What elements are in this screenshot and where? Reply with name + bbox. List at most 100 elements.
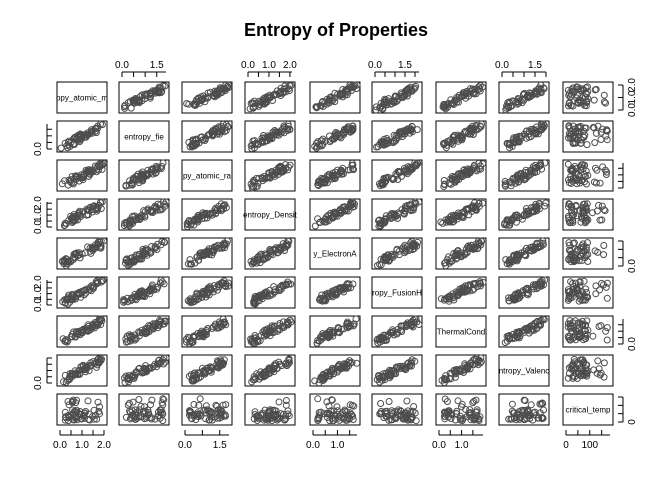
panel-entropy_Density-vs-entropy_Valence <box>498 198 550 231</box>
data-point <box>476 122 484 130</box>
diagonal-label: entropy_Densit <box>243 211 298 220</box>
left-tick-label: 2.0 <box>33 196 44 210</box>
panel-entropy_Density-vs-entropy_FusionHeat <box>371 198 423 231</box>
data-point <box>584 88 592 96</box>
data-point <box>204 131 212 139</box>
data-point <box>313 104 321 112</box>
data-point <box>602 99 609 107</box>
data-point <box>592 129 600 137</box>
panel-frame <box>56 81 108 114</box>
data-point <box>515 138 523 146</box>
data-point <box>465 90 473 97</box>
data-point <box>132 95 140 103</box>
data-point <box>191 136 199 144</box>
data-point <box>600 242 608 249</box>
panel-critical_temp-vs-entropy_Valence <box>498 393 550 426</box>
data-point <box>332 133 340 141</box>
data-point <box>149 87 157 95</box>
diagonal-label: critical_temp <box>566 406 611 415</box>
panel-entropy_fie-vs-entropy_ElectronAffinity <box>309 120 361 153</box>
data-point <box>158 162 166 170</box>
data-point <box>391 92 399 100</box>
panel-entropy_atomic_mass-vs-entropy_ElectronAffinity <box>309 81 361 114</box>
data-point <box>314 395 322 403</box>
panel-entropy_atomic_mass-vs-entropy_Density <box>244 81 296 114</box>
data-point <box>261 175 269 183</box>
data-point <box>592 282 600 290</box>
panel-entropy_FusionHeat-vs-entropy_Valence <box>498 276 550 309</box>
panel-frame <box>371 120 423 153</box>
data-point <box>155 83 163 91</box>
panel-entropy_FusionHeat-vs-entropy_Density <box>244 276 296 309</box>
data-point <box>602 327 610 335</box>
left-tick-label: 2.0 <box>33 275 44 289</box>
data-point <box>316 177 324 185</box>
panel-entropy_FusionHeat-vs-entropy_atomic_radius <box>181 276 233 309</box>
panel-frame <box>435 120 487 153</box>
top-tick-label: 1.5 <box>150 60 164 71</box>
panel-frame <box>244 81 296 114</box>
panel-entropy_atomic_radius-vs-entropy_atomic_mass <box>56 159 108 192</box>
diagonal-label: opy_atomic_m <box>56 94 108 103</box>
panel-entropy_FusionHeat-vs-entropy_atomic_mass <box>56 276 108 309</box>
panel-entropy_Valence-vs-entropy_ThermalConductivity <box>435 354 487 387</box>
data-point <box>255 97 263 105</box>
data-point <box>191 101 199 109</box>
data-point <box>275 398 283 406</box>
data-point <box>92 127 99 135</box>
data-point <box>600 359 608 367</box>
data-point <box>527 92 535 100</box>
data-point <box>196 395 204 403</box>
data-point <box>192 100 200 108</box>
data-point <box>204 89 212 97</box>
panel-entropy_atomic_mass-vs-entropy_FusionHeat <box>371 81 423 114</box>
data-point <box>211 89 219 97</box>
data-point <box>151 166 159 174</box>
data-point <box>569 133 577 141</box>
panel-entropy_ElectronAffinity-vs-entropy_FusionHeat <box>371 237 423 270</box>
data-point <box>249 104 257 112</box>
panel-entropy_atomic_radius-vs-entropy_atomic_radius: py_atomic_ra <box>181 159 233 192</box>
panel-frame <box>498 81 550 114</box>
data-point <box>408 165 416 173</box>
bottom-tick-label: 100 <box>581 440 598 451</box>
data-point <box>135 98 142 106</box>
panel-entropy_atomic_radius-vs-entropy_fie <box>118 159 170 192</box>
panel-entropy_Valence-vs-entropy_FusionHeat <box>371 354 423 387</box>
data-point <box>581 131 589 139</box>
data-point <box>147 168 155 176</box>
data-point <box>312 103 320 111</box>
data-point <box>282 161 289 169</box>
data-point <box>408 164 416 172</box>
panel-entropy_atomic_mass-vs-entropy_Valence <box>498 81 550 114</box>
panel-entropy_ThermalConductivity-vs-entropy_ElectronAffinity <box>309 315 361 348</box>
panel-entropy_fie-vs-entropy_ThermalConductivity <box>435 120 487 153</box>
data-point <box>590 96 598 104</box>
panel-entropy_fie-vs-critical_temp <box>562 120 614 153</box>
data-point <box>451 97 459 105</box>
panel-entropy_ThermalConductivity-vs-entropy_FusionHeat <box>371 315 423 348</box>
panel-critical_temp-vs-entropy_FusionHeat <box>371 393 423 426</box>
data-point <box>531 129 539 137</box>
panel-critical_temp-vs-entropy_ElectronAffinity <box>309 393 361 426</box>
panel-entropy_ElectronAffinity-vs-entropy_atomic_radius <box>181 237 233 270</box>
right-tick-label: 0 <box>627 419 638 425</box>
panel-frame <box>309 120 361 153</box>
data-point <box>467 124 474 132</box>
bottom-tick-label: 1.0 <box>455 440 469 451</box>
data-point <box>407 83 415 91</box>
panel-frame <box>244 159 296 192</box>
data-point <box>69 135 77 143</box>
data-point <box>597 128 605 136</box>
data-point <box>603 136 611 144</box>
data-point <box>249 141 257 149</box>
panel-frame <box>371 159 423 192</box>
data-point <box>350 82 358 90</box>
panel-entropy_ThermalConductivity-vs-entropy_ThermalConductivity: ThermalCond <box>435 315 487 348</box>
data-point <box>567 101 575 109</box>
panel-entropy_Density-vs-critical_temp <box>562 198 614 231</box>
panel-critical_temp-vs-entropy_fie <box>118 393 170 426</box>
chart-title: Entropy of Properties <box>244 20 428 40</box>
panel-frame <box>56 120 108 153</box>
data-point <box>597 322 605 330</box>
